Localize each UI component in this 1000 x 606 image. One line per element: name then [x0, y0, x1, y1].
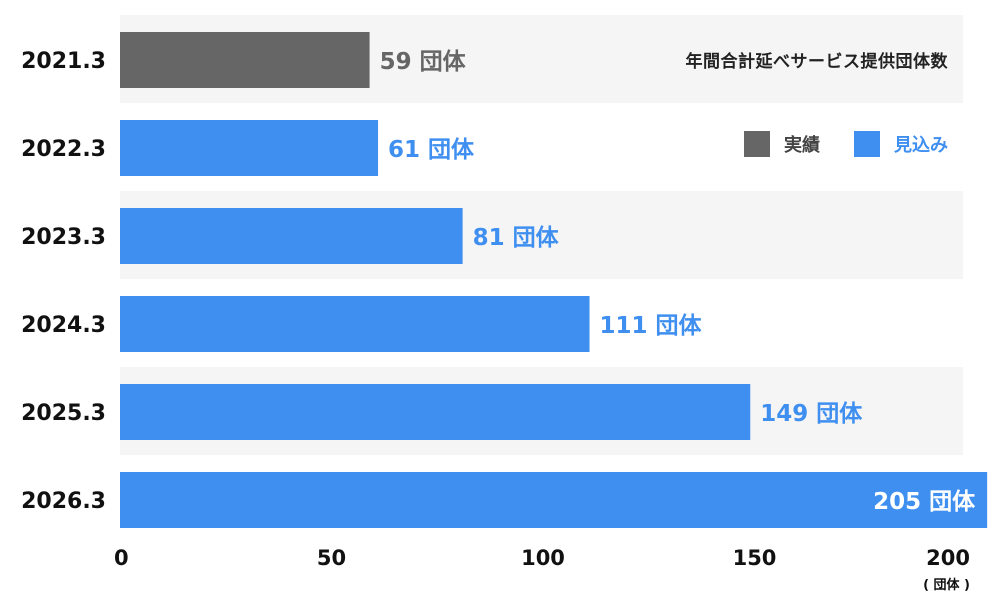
legend-item-forecast: 見込み — [854, 131, 948, 157]
row-bands — [120, 15, 963, 543]
category-label: 2024.3 — [21, 313, 106, 338]
legend-label-actual: 実績 — [784, 135, 820, 156]
x-axis-unit: ( 団体 ) — [923, 578, 970, 593]
value-label: 61 団体 — [388, 137, 475, 163]
legend: 実績 見込み — [710, 131, 948, 157]
legend-item-actual: 実績 — [744, 131, 820, 157]
bar-2026.3 — [120, 472, 988, 528]
x-tick-label: 0 — [114, 546, 129, 570]
bars — [120, 32, 988, 528]
category-label: 2021.3 — [21, 49, 106, 74]
category-label: 2022.3 — [21, 137, 106, 162]
value-label: 111 団体 — [600, 313, 703, 339]
bar-2022.3 — [120, 120, 379, 176]
value-labels: 59 団体 61 団体 81 団体 111 団体 149 団体 205 団体 — [380, 49, 977, 515]
value-label: 81 団体 — [473, 225, 560, 251]
x-tick-label: 150 — [733, 546, 777, 570]
value-label: 149 団体 — [760, 401, 863, 427]
value-label: 59 団体 — [380, 49, 467, 75]
bar-2023.3 — [120, 208, 463, 264]
x-tick-label: 50 — [317, 546, 346, 570]
x-tick-label: 200 — [926, 546, 970, 570]
category-label: 2023.3 — [21, 225, 106, 250]
legend-label-forecast: 見込み — [894, 135, 948, 156]
category-label: 2025.3 — [21, 401, 106, 426]
x-tick-label: 100 — [521, 546, 565, 570]
chart-title: 年間合計延べサービス提供団体数 — [685, 52, 948, 72]
legend-swatch-forecast — [854, 131, 880, 157]
x-axis-ticks: 0 50 100 150 200 — [114, 546, 970, 570]
value-label: 205 団体 — [873, 489, 976, 515]
category-label: 2026.3 — [21, 489, 106, 514]
legend-swatch-actual — [744, 131, 770, 157]
category-labels: 2021.3 2022.3 2023.3 2024.3 2025.3 2026.3 — [21, 49, 106, 514]
bar-2025.3 — [120, 384, 751, 440]
bar-2024.3 — [120, 296, 590, 352]
bar-2021.3 — [120, 32, 370, 88]
